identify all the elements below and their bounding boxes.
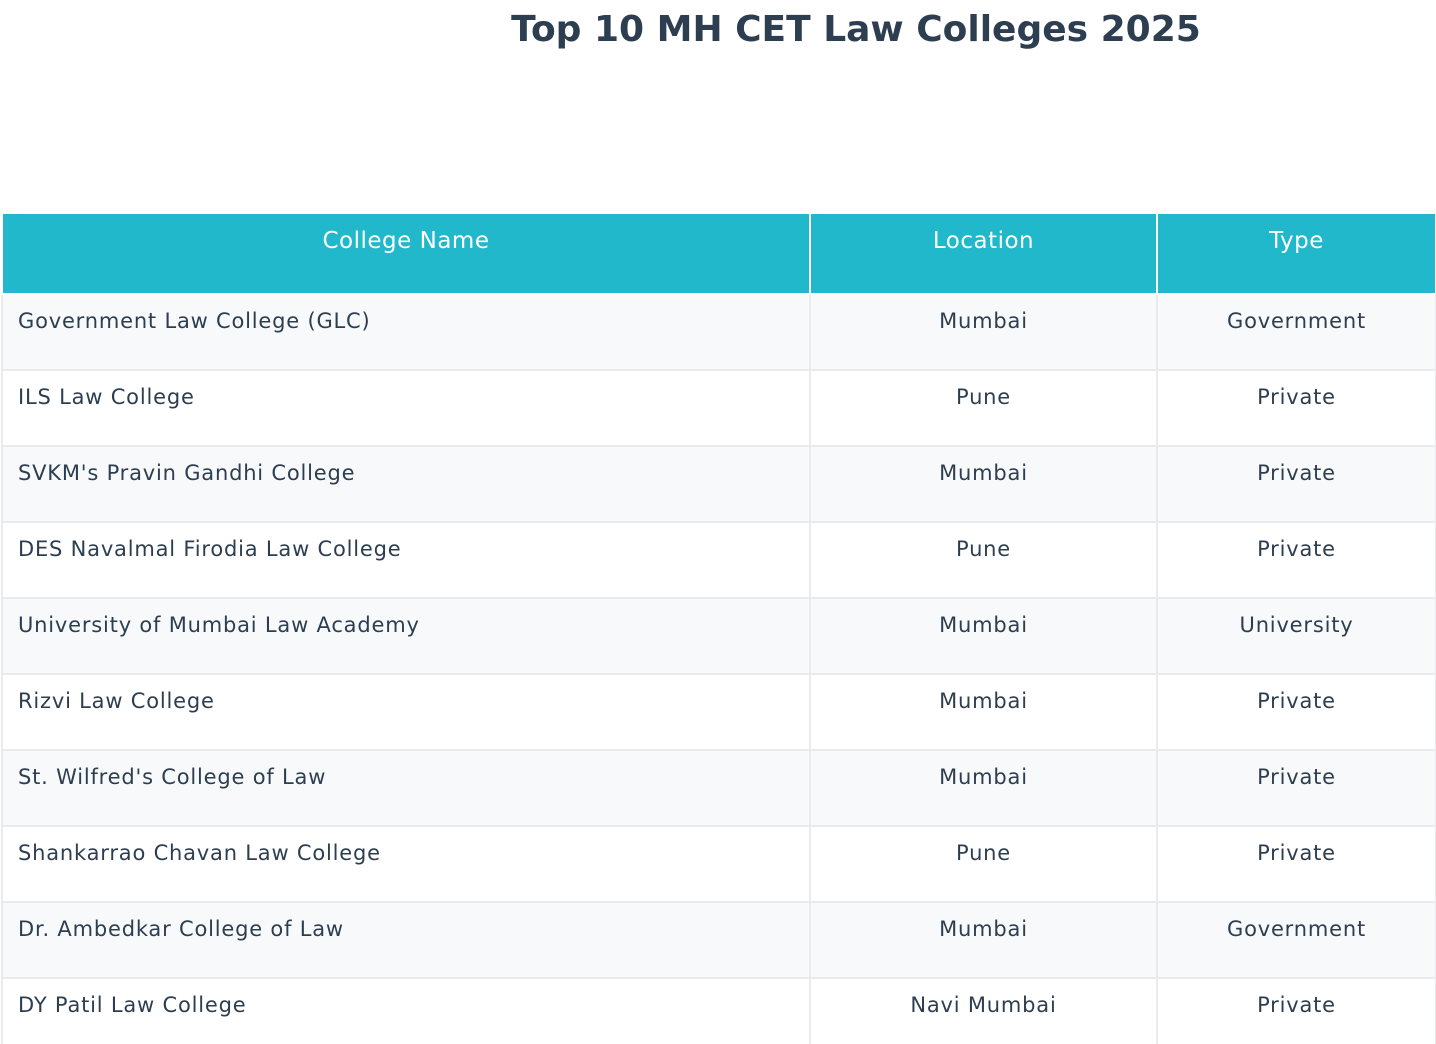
cell-location: Pune <box>809 522 1158 599</box>
cell-location: Pune <box>809 826 1158 903</box>
cell-location: Mumbai <box>809 674 1158 751</box>
colleges-table: College Name Location Type Government La… <box>1 214 1436 1044</box>
table-body: Government Law College (GLC) Mumbai Govern… <box>1 294 1436 1044</box>
cell-type: Private <box>1156 978 1436 1044</box>
column-header-type: Type <box>1156 214 1436 295</box>
table-row: Dr. Ambedkar College of Law Mumbai Governm… <box>1 902 1436 979</box>
cell-type: Private <box>1156 370 1436 447</box>
cell-location: Navi Mumbai <box>809 978 1158 1044</box>
table-row: St. Wilfred's College of Law Mumbai Privat… <box>1 750 1436 827</box>
table-row: DY Patil Law College Navi Mumbai Private <box>1 978 1436 1044</box>
cell-type: Private <box>1156 674 1436 751</box>
chart-title: Top 10 MH CET Law Colleges 2025 <box>511 9 1201 50</box>
cell-college-name: Rizvi Law College <box>1 674 811 751</box>
cell-type: Private <box>1156 522 1436 599</box>
cell-type: Government <box>1156 902 1436 979</box>
column-header-location: Location <box>809 214 1158 295</box>
cell-college-name: DY Patil Law College <box>1 978 811 1044</box>
cell-type: Private <box>1156 446 1436 523</box>
table-row: Government Law College (GLC) Mumbai Govern… <box>1 294 1436 371</box>
cell-college-name: ILS Law College <box>1 370 811 447</box>
table-row: ILS Law College Pune Private <box>1 370 1436 447</box>
table-row: SVKM's Pravin Gandhi College Mumbai Privat… <box>1 446 1436 523</box>
cell-type: Private <box>1156 750 1436 827</box>
table-header-row: College Name Location Type <box>1 214 1436 295</box>
cell-location: Mumbai <box>809 750 1158 827</box>
cell-location: Mumbai <box>809 294 1158 371</box>
cell-college-name: Shankarrao Chavan Law College <box>1 826 811 903</box>
cell-college-name: Government Law College (GLC) <box>1 294 811 371</box>
column-header-college-name: College Name <box>1 214 811 295</box>
cell-college-name: St. Wilfred's College of Law <box>1 750 811 827</box>
cell-location: Mumbai <box>809 446 1158 523</box>
table-row: Shankarrao Chavan Law College Pune Private <box>1 826 1436 903</box>
cell-location: Pune <box>809 370 1158 447</box>
cell-college-name: SVKM's Pravin Gandhi College <box>1 446 811 523</box>
cell-type: Private <box>1156 826 1436 903</box>
table-row: University of Mumbai Law Academy Mumbai Un… <box>1 598 1436 675</box>
cell-college-name: DES Navalmal Firodia Law College <box>1 522 811 599</box>
cell-location: Mumbai <box>809 598 1158 675</box>
table-row: Rizvi Law College Mumbai Private <box>1 674 1436 751</box>
cell-type: University <box>1156 598 1436 675</box>
cell-college-name: University of Mumbai Law Academy <box>1 598 811 675</box>
table-row: DES Navalmal Firodia Law College Pune Priv… <box>1 522 1436 599</box>
cell-college-name: Dr. Ambedkar College of Law <box>1 902 811 979</box>
cell-location: Mumbai <box>809 902 1158 979</box>
cell-type: Government <box>1156 294 1436 371</box>
